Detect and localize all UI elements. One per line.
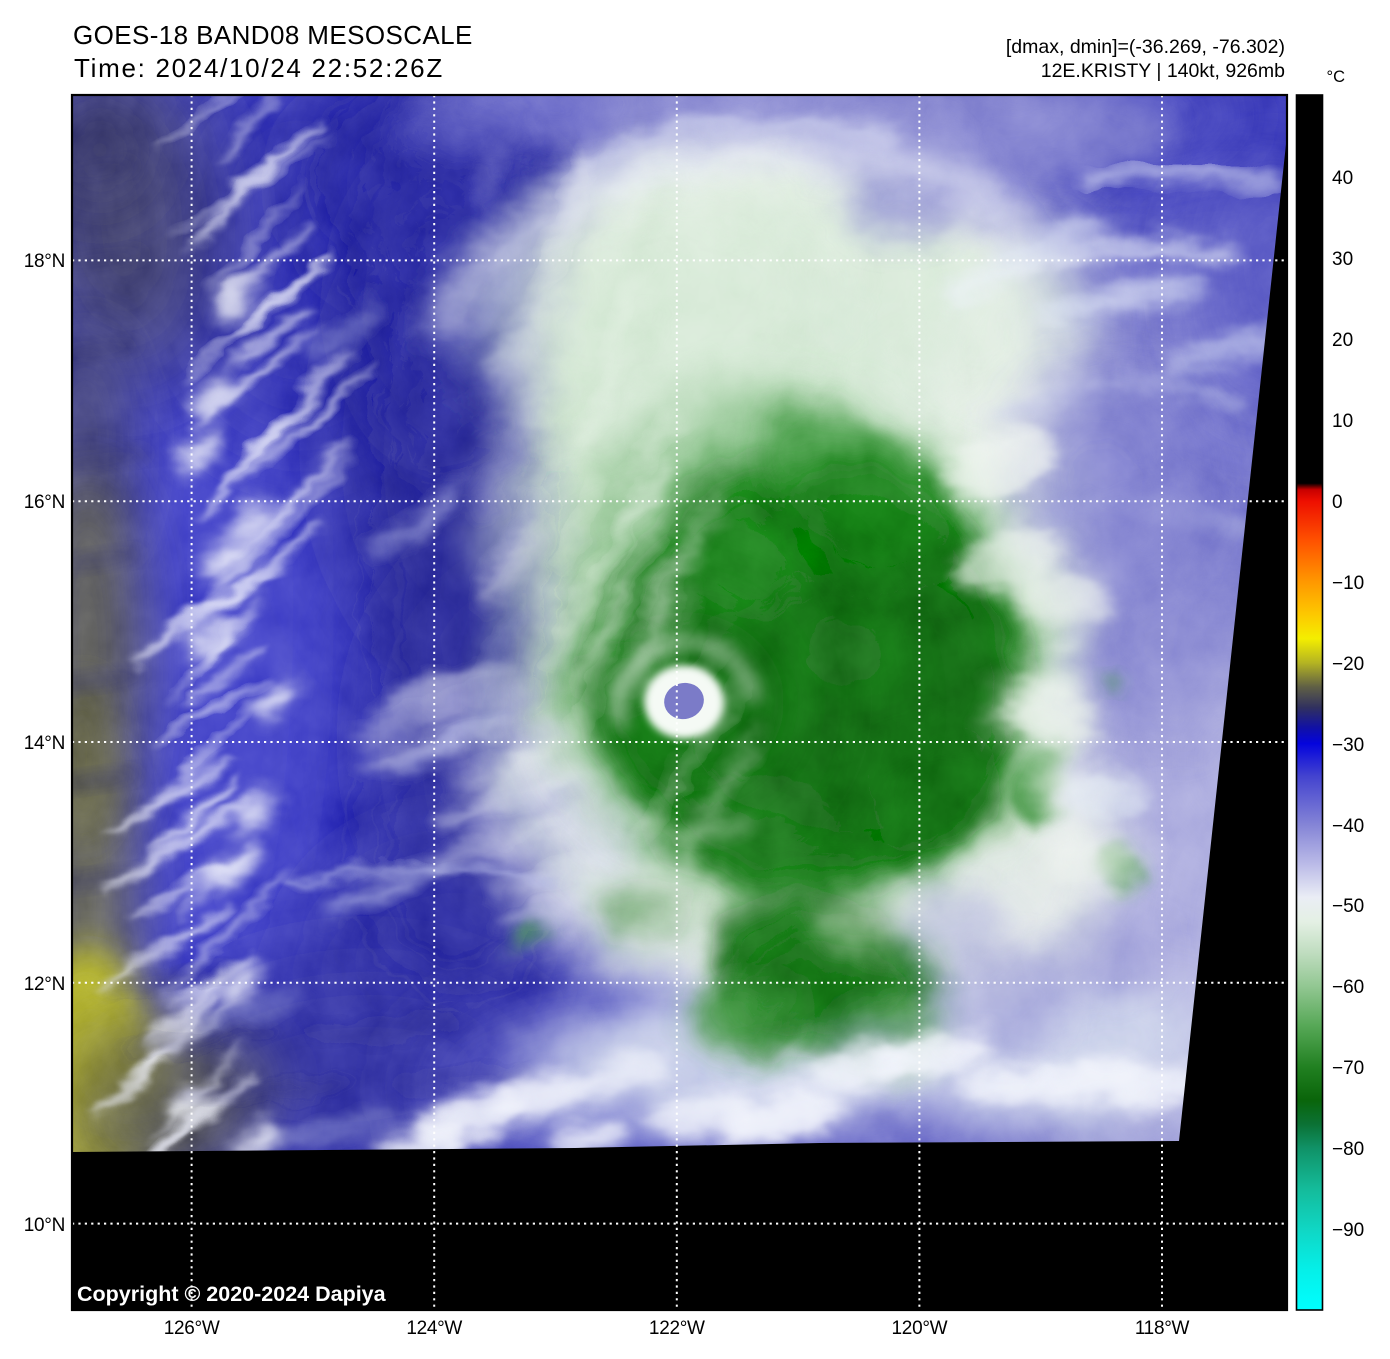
svg-text:−80: −80	[1332, 1139, 1364, 1160]
svg-text:30: 30	[1332, 249, 1353, 270]
svg-text:0: 0	[1332, 492, 1343, 513]
svg-text:14°N: 14°N	[24, 733, 65, 754]
svg-text:120°W: 120°W	[892, 1318, 948, 1339]
svg-text:−60: −60	[1332, 977, 1364, 998]
svg-text:−20: −20	[1332, 654, 1364, 675]
svg-text:124°W: 124°W	[406, 1318, 462, 1339]
svg-text:122°W: 122°W	[649, 1318, 705, 1339]
svg-text:12E.KRISTY | 140kt, 926mb: 12E.KRISTY | 140kt, 926mb	[1041, 60, 1285, 82]
svg-text:[dmax, dmin]=(-36.269, -76.302: [dmax, dmin]=(-36.269, -76.302)	[1006, 36, 1285, 58]
svg-text:−50: −50	[1332, 896, 1364, 917]
svg-text:118°W: 118°W	[1135, 1318, 1190, 1339]
svg-text:40: 40	[1332, 168, 1353, 189]
svg-text:12°N: 12°N	[24, 974, 65, 995]
svg-text:Time: 2024/10/24 22:52:26Z: Time: 2024/10/24 22:52:26Z	[74, 53, 444, 83]
svg-text:16°N: 16°N	[24, 492, 65, 513]
svg-text:−30: −30	[1332, 735, 1364, 756]
svg-text:GOES-18 BAND08 MESOSCALE: GOES-18 BAND08 MESOSCALE	[73, 20, 473, 50]
svg-text:Copyright © 2020-2024 Dapiya: Copyright © 2020-2024 Dapiya	[77, 1282, 387, 1306]
svg-text:126°W: 126°W	[164, 1318, 220, 1339]
svg-text:10: 10	[1332, 411, 1353, 432]
svg-text:−70: −70	[1332, 1058, 1364, 1079]
svg-text:−10: −10	[1332, 573, 1364, 594]
svg-text:−40: −40	[1332, 816, 1364, 837]
svg-text:−90: −90	[1332, 1220, 1364, 1241]
svg-text:18°N: 18°N	[24, 251, 65, 272]
svg-text:°C: °C	[1327, 68, 1346, 86]
svg-text:20: 20	[1332, 330, 1353, 351]
svg-text:10°N: 10°N	[24, 1215, 65, 1236]
